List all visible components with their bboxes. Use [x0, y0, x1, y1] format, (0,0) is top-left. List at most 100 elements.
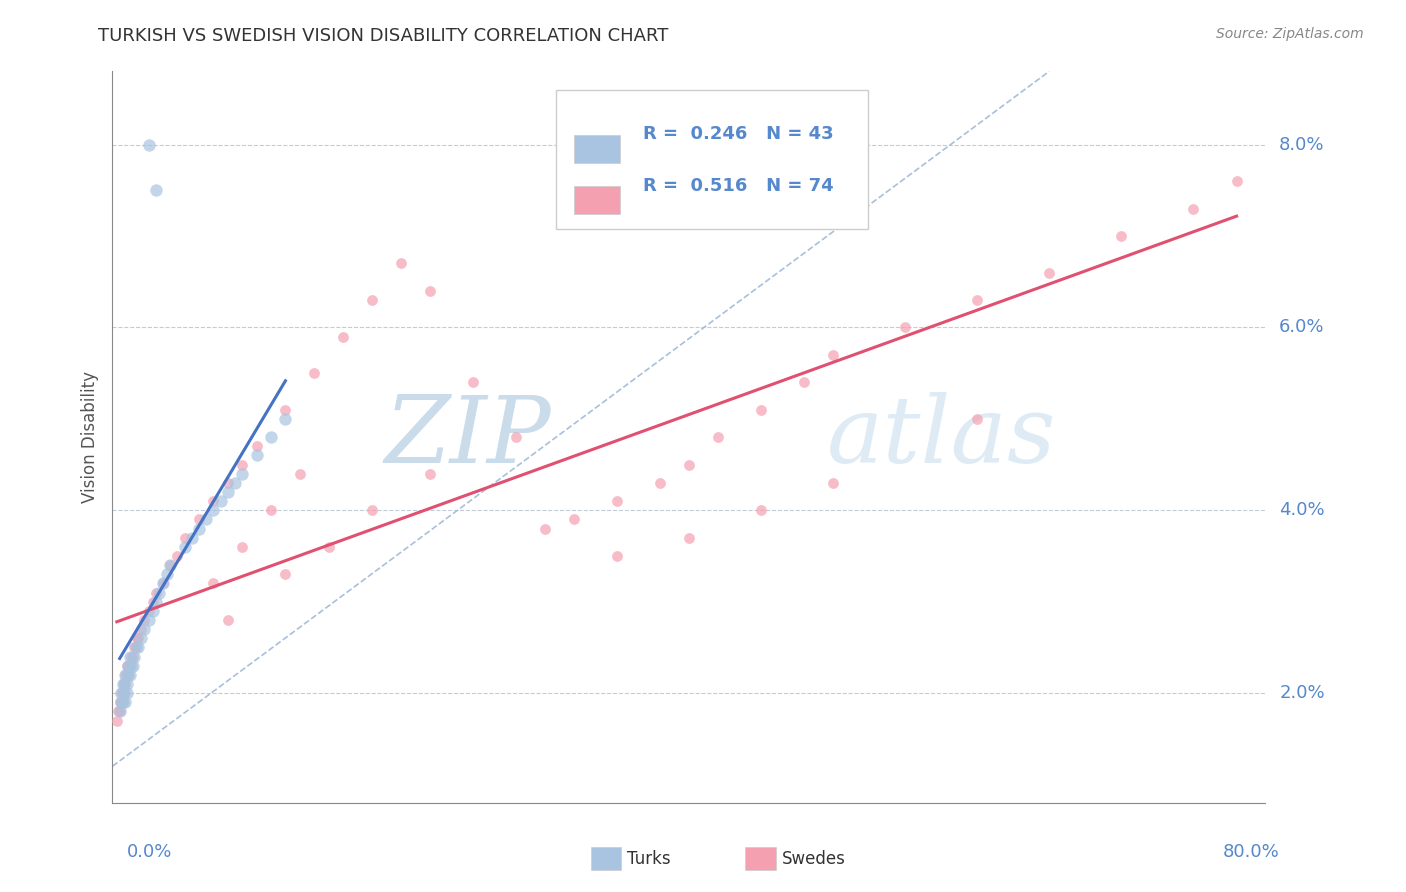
Point	[419, 284, 441, 298]
Point	[125, 632, 148, 646]
Point	[1111, 228, 1133, 243]
Text: 80.0%: 80.0%	[1223, 843, 1279, 861]
Point	[156, 567, 179, 582]
FancyBboxPatch shape	[574, 186, 620, 214]
Point	[304, 366, 326, 380]
Text: 6.0%: 6.0%	[1279, 318, 1324, 336]
Text: R =  0.246   N = 43: R = 0.246 N = 43	[643, 126, 834, 144]
Point	[505, 430, 527, 444]
Point	[1182, 202, 1205, 216]
Point	[115, 686, 138, 700]
Point	[821, 475, 844, 490]
Point	[749, 503, 772, 517]
Point	[260, 503, 283, 517]
Point	[678, 458, 700, 472]
Point	[127, 640, 149, 655]
Point	[173, 531, 195, 545]
Point	[152, 576, 174, 591]
Point	[678, 531, 700, 545]
Point	[202, 576, 225, 591]
Point	[142, 594, 165, 608]
Y-axis label: Vision Disability: Vision Disability	[80, 371, 98, 503]
Point	[122, 649, 145, 664]
Point	[195, 512, 218, 526]
Point	[111, 686, 134, 700]
Point	[188, 521, 211, 535]
Point	[231, 467, 253, 481]
Point	[274, 402, 297, 417]
Point	[115, 677, 138, 691]
Point	[159, 558, 181, 573]
Point	[142, 604, 165, 618]
Point	[966, 412, 988, 426]
Point	[166, 549, 188, 563]
Point	[534, 521, 557, 535]
Text: R =  0.516   N = 74: R = 0.516 N = 74	[643, 177, 834, 194]
Point	[112, 686, 135, 700]
Point	[1226, 174, 1249, 188]
Point	[118, 658, 141, 673]
Point	[217, 475, 239, 490]
Point	[108, 705, 131, 719]
Point	[224, 475, 246, 490]
Point	[110, 686, 132, 700]
Point	[124, 640, 146, 655]
Point	[120, 649, 142, 664]
Point	[246, 448, 269, 462]
Point	[129, 622, 153, 636]
Point	[231, 540, 253, 554]
FancyBboxPatch shape	[574, 135, 620, 163]
Point	[111, 695, 134, 709]
Point	[145, 183, 167, 197]
Point	[121, 658, 143, 673]
Point	[117, 667, 139, 682]
Point	[217, 485, 239, 500]
Text: 0.0%: 0.0%	[127, 843, 172, 861]
Point	[145, 594, 167, 608]
Point	[138, 137, 160, 152]
Point	[749, 402, 772, 417]
Point	[120, 658, 142, 673]
Point	[821, 348, 844, 362]
Point	[112, 686, 135, 700]
Point	[118, 649, 141, 664]
Point	[148, 585, 170, 599]
Point	[360, 503, 382, 517]
Point	[111, 677, 134, 691]
Point	[114, 667, 136, 682]
Point	[138, 604, 160, 618]
Point	[246, 439, 269, 453]
Point	[202, 503, 225, 517]
Point	[117, 658, 139, 673]
Text: ZIP: ZIP	[384, 392, 551, 482]
Point	[332, 329, 354, 343]
Text: TURKISH VS SWEDISH VISION DISABILITY CORRELATION CHART: TURKISH VS SWEDISH VISION DISABILITY COR…	[98, 27, 669, 45]
Text: 2.0%: 2.0%	[1279, 684, 1324, 702]
Text: 8.0%: 8.0%	[1279, 136, 1324, 153]
Point	[318, 540, 340, 554]
Point	[138, 613, 160, 627]
Point	[793, 375, 815, 389]
Point	[274, 567, 297, 582]
Point	[360, 293, 382, 307]
Point	[173, 540, 195, 554]
Point	[121, 649, 143, 664]
Text: Source: ZipAtlas.com: Source: ZipAtlas.com	[1216, 27, 1364, 41]
Point	[134, 622, 156, 636]
Point	[419, 467, 441, 481]
Point	[707, 430, 730, 444]
Point	[461, 375, 484, 389]
Point	[231, 458, 253, 472]
Point	[274, 412, 297, 426]
Point	[260, 430, 283, 444]
Point	[115, 658, 138, 673]
Point	[202, 494, 225, 508]
Point	[127, 632, 149, 646]
Point	[389, 256, 412, 270]
Point	[117, 658, 139, 673]
Point	[129, 632, 153, 646]
Point	[966, 293, 988, 307]
Point	[114, 695, 136, 709]
Point	[894, 320, 917, 334]
Point	[105, 714, 128, 728]
